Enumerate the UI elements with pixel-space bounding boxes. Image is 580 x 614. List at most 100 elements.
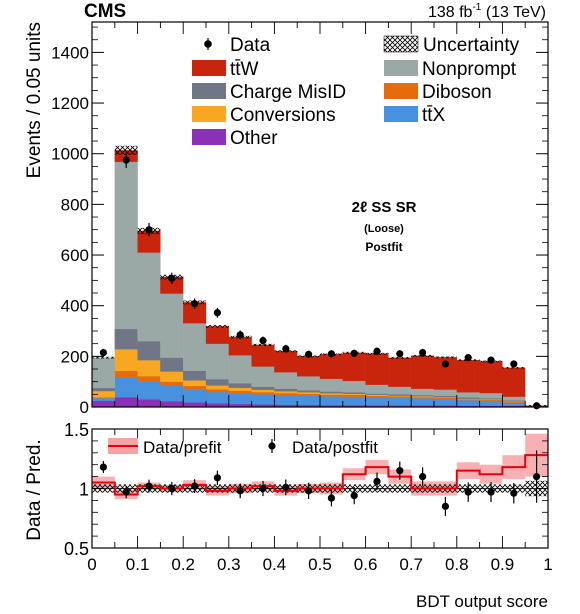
x-tick-label: 0.5: [308, 555, 332, 574]
stack-bar-ttw: [365, 353, 389, 385]
legend-swatch-diboson: [384, 83, 418, 99]
main-y-axis-label: Events / 0.05 units: [24, 22, 45, 178]
data-point: [305, 350, 313, 358]
main-y-tick-label: 1000: [51, 145, 89, 164]
ratio-y-axis-label: Data / Pred.: [24, 439, 45, 540]
main-y-tick-label: 400: [61, 297, 89, 316]
stack-bar-nonprompt: [502, 396, 526, 401]
stack-bar-ttx: [365, 397, 389, 406]
data-point: [441, 360, 449, 368]
data-point: [259, 337, 267, 345]
stack-bar-ttx: [342, 396, 366, 406]
x-tick-label: 0.8: [445, 555, 469, 574]
postfit-point: [419, 473, 427, 481]
legend-label-nonprompt: Nonprompt: [422, 59, 517, 80]
stack-bar-nonprompt: [114, 161, 138, 330]
stack-bar-conversions: [160, 371, 184, 382]
stack-bar-ttx: [137, 381, 161, 400]
stack-bar-other: [137, 399, 161, 408]
postfit-point: [259, 484, 267, 493]
stack-bar-chargemisid: [388, 394, 412, 396]
stack-bar-ttx: [297, 395, 321, 406]
stack-bar-nonprompt: [456, 392, 480, 398]
stack-bar-diboson: [319, 394, 343, 397]
experiment-label: CMS: [84, 1, 126, 22]
postfit-point: [327, 494, 335, 502]
uncertainty-band: [251, 343, 275, 347]
x-tick-label: 0.3: [217, 555, 241, 574]
postfit-point: [191, 482, 199, 490]
postfit-point: [396, 467, 404, 475]
stack-bar-ttx: [388, 397, 412, 406]
postfit-point: [168, 484, 176, 493]
legend-swatch-nonprompt: [384, 60, 418, 76]
stack-bar-ttx: [456, 400, 480, 406]
stack-bar-nonprompt: [160, 293, 184, 358]
stack-bar-conversions: [342, 393, 366, 395]
stack-bar-diboson: [183, 385, 207, 390]
stack-bar-chargemisid: [502, 400, 526, 402]
uncertainty-band: [502, 366, 526, 369]
uncertainty-band: [434, 356, 457, 359]
luminosity-label: 138 fb-1 (13 TeV): [428, 2, 546, 21]
legend-label-ttx: tt̄X: [422, 105, 446, 126]
region-label: 2ℓ SS SR: [352, 199, 417, 216]
stack-bar-chargemisid: [479, 397, 503, 400]
stack-bar-diboson: [114, 370, 138, 378]
stack-bar-nonprompt: [274, 372, 298, 389]
stack-bar-conversions: [365, 394, 389, 397]
legend-label-ttw: tt̄W: [230, 59, 259, 80]
data-point: [533, 402, 541, 410]
legend-swatch-conversions: [192, 106, 226, 122]
legend-postfit-marker: [268, 442, 276, 450]
stack-bar-chargemisid: [297, 390, 321, 393]
stack-bar-chargemisid: [319, 391, 343, 394]
data-point: [373, 347, 381, 355]
data-point: [236, 331, 244, 339]
legend-label-other: Other: [230, 128, 278, 149]
stack-bar-chargemisid: [433, 395, 457, 398]
main-y-tick-label: 1400: [51, 43, 89, 62]
stack-bar-conversions: [205, 385, 229, 390]
stack-bar-ttw: [479, 361, 503, 394]
stack-bar-ttx: [91, 397, 115, 401]
stack-bar-ttx: [502, 402, 526, 406]
stack-bar-nonprompt: [137, 252, 161, 342]
main-y-tick-label: 800: [61, 195, 89, 214]
stack-bar-chargemisid: [274, 388, 298, 392]
stack-bar-ttw: [319, 354, 343, 380]
data-point: [282, 345, 290, 353]
legend-label-chargemisid: Charge MisID: [230, 82, 346, 103]
stack-bar-nonprompt: [297, 376, 321, 391]
postfit-point: [533, 473, 541, 481]
stack-bar-nonprompt: [388, 386, 412, 395]
legend-label-diboson: Diboson: [422, 82, 492, 103]
x-tick-label: 0.9: [491, 555, 515, 574]
stack-bar-ttx: [479, 400, 503, 406]
stack-bar-other: [114, 397, 138, 408]
legend-swatch-chargemisid: [192, 83, 226, 99]
data-point: [350, 349, 358, 357]
data-point: [191, 300, 199, 308]
stack-bar-diboson: [479, 399, 503, 401]
stack-bar-ttw: [411, 355, 435, 389]
stack-bar-conversions: [251, 389, 275, 393]
data-point: [464, 354, 472, 362]
stack-bar-nonprompt: [342, 380, 366, 393]
stack-bar-chargemisid: [205, 378, 229, 386]
legend-swatch-other: [192, 129, 226, 145]
main-y-tick-label: 0: [80, 398, 89, 417]
stack-bar-diboson: [433, 397, 457, 400]
postfit-point: [122, 488, 130, 496]
stack-bar-chargemisid: [160, 357, 184, 372]
data-point: [487, 356, 495, 364]
stack-bar-other: [183, 402, 207, 408]
stack-bar-chargemisid: [365, 393, 389, 395]
stack-bar-ttx: [251, 394, 275, 405]
stack-bar-ttw: [228, 336, 252, 356]
stack-bar-ttw: [274, 351, 298, 373]
stack-bar-ttw: [456, 359, 480, 393]
stack-bar-chargemisid: [456, 397, 480, 399]
stack-bar-other: [160, 401, 184, 408]
data-point: [213, 309, 221, 317]
